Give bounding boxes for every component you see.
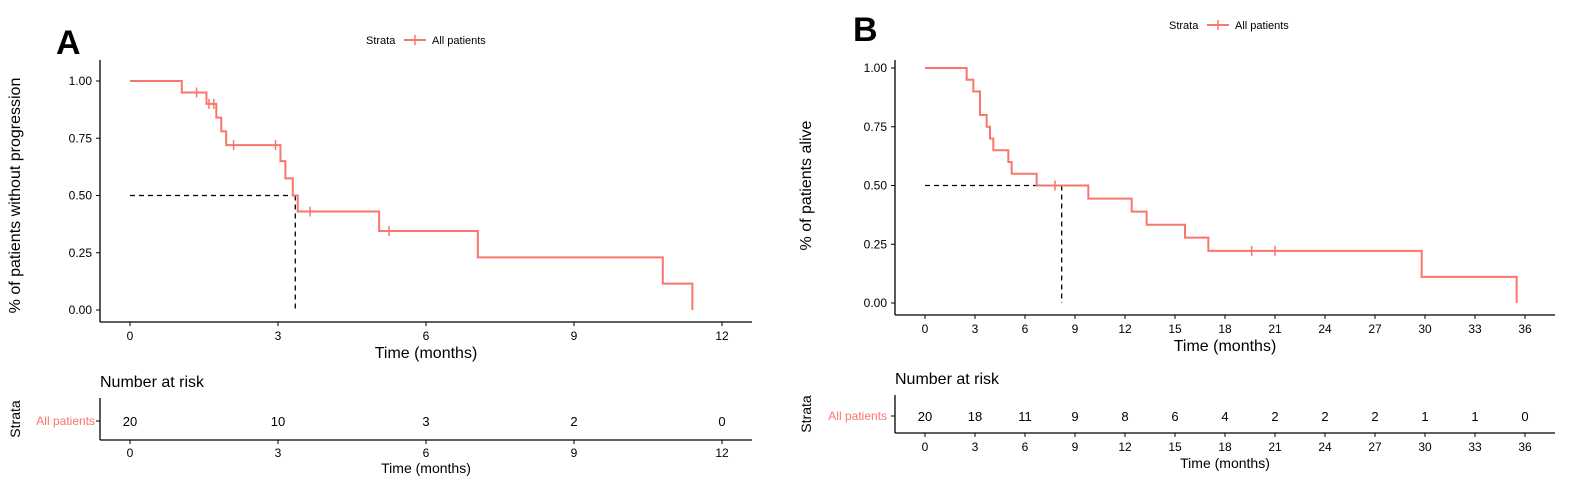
y-axis-title: % of patients alive: [798, 120, 815, 250]
risk-x-tick-label: 24: [1318, 440, 1332, 454]
y-tick-label: 0.50: [69, 189, 93, 203]
risk-x-tick-label: 12: [1118, 440, 1132, 454]
y-tick-label: 0.75: [864, 120, 888, 134]
y-tick-label: 1.00: [69, 74, 93, 88]
y-tick-label: 0.50: [864, 179, 888, 193]
x-tick-label: 27: [1368, 322, 1382, 336]
risk-x-tick-label: 6: [423, 446, 430, 460]
y-axis-title: % of patients without progression: [7, 78, 24, 314]
survival-curve: [925, 67, 1518, 303]
risk-x-tick-label: 27: [1368, 440, 1382, 454]
risk-count: 20: [123, 414, 137, 429]
risk-x-axis-title: Time (months): [381, 460, 471, 476]
risk-x-tick-label: 36: [1518, 440, 1532, 454]
risk-row-label: All patients: [36, 414, 95, 428]
y-tick-label: 0.00: [69, 303, 93, 317]
risk-count: 10: [271, 414, 285, 429]
panel-label: A: [56, 24, 81, 62]
risk-count: 1: [1471, 409, 1478, 424]
risk-x-tick-label: 0: [127, 446, 134, 460]
x-tick-label: 9: [1072, 322, 1079, 336]
x-tick-label: 30: [1418, 322, 1432, 336]
x-tick-label: 0: [127, 329, 134, 343]
risk-x-tick-label: 0: [922, 440, 929, 454]
risk-x-tick-label: 30: [1418, 440, 1432, 454]
x-tick-label: 18: [1218, 322, 1232, 336]
x-axis-title: Time (months): [1174, 338, 1277, 355]
risk-x-tick-label: 9: [571, 446, 578, 460]
risk-x-tick-label: 12: [715, 446, 729, 460]
x-tick-label: 12: [1118, 322, 1132, 336]
risk-x-tick-label: 15: [1168, 440, 1182, 454]
risk-y-axis-title: Strata: [7, 400, 23, 438]
x-tick-label: 21: [1268, 322, 1282, 336]
risk-count: 3: [422, 414, 429, 429]
x-tick-label: 3: [275, 329, 282, 343]
risk-count: 4: [1221, 409, 1228, 424]
x-tick-label: 9: [571, 329, 578, 343]
panel-b: B Strata All patients 0.00 0.25 0.50 0.75 1.00 0…: [798, 11, 1555, 471]
x-axis-title: Time (months): [375, 345, 478, 362]
panel-label: B: [853, 11, 878, 49]
risk-count: 20: [918, 409, 932, 424]
risk-row-label: All patients: [828, 409, 887, 423]
panel-a: A Strata All patients 0.00 0.25 0.50 0.75 1.00 0…: [7, 24, 752, 476]
x-tick-label: 12: [715, 329, 729, 343]
x-tick-label: 3: [972, 322, 979, 336]
x-tick-label: 0: [922, 322, 929, 336]
risk-x-tick-label: 18: [1218, 440, 1232, 454]
y-tick-label: 0.25: [864, 237, 888, 251]
risk-x-tick-label: 21: [1268, 440, 1282, 454]
x-tick-label: 6: [1022, 322, 1029, 336]
x-tick-label: 15: [1168, 322, 1182, 336]
risk-count: 0: [718, 414, 725, 429]
y-tick-label: 1.00: [864, 61, 888, 75]
risk-count: 2: [1321, 409, 1328, 424]
risk-x-tick-label: 9: [1072, 440, 1079, 454]
risk-x-tick-label: 3: [972, 440, 979, 454]
y-tick-label: 0.25: [69, 246, 93, 260]
legend-entry: All patients: [1235, 20, 1289, 32]
y-tick-label: 0.00: [864, 296, 888, 310]
survival-curve: [130, 80, 694, 310]
y-tick-label: 0.75: [69, 131, 93, 145]
risk-count: 6: [1171, 409, 1178, 424]
risk-count: 11: [1018, 409, 1032, 424]
legend-title: Strata: [366, 35, 396, 47]
x-tick-label: 33: [1468, 322, 1482, 336]
risk-count: 0: [1521, 409, 1528, 424]
risk-count: 18: [968, 409, 982, 424]
legend-title: Strata: [1169, 20, 1199, 32]
risk-y-axis-title: Strata: [798, 395, 814, 433]
risk-count: 9: [1071, 409, 1078, 424]
x-tick-label: 24: [1318, 322, 1332, 336]
x-tick-label: 36: [1518, 322, 1532, 336]
x-tick-label: 6: [423, 329, 430, 343]
risk-count: 2: [1371, 409, 1378, 424]
risk-count: 2: [1271, 409, 1278, 424]
risk-table-title: Number at risk: [100, 374, 205, 391]
risk-count: 8: [1121, 409, 1128, 424]
risk-table-title: Number at risk: [895, 371, 1000, 388]
risk-x-tick-label: 3: [275, 446, 282, 460]
risk-x-axis-title: Time (months): [1180, 455, 1270, 471]
risk-count: 2: [570, 414, 577, 429]
risk-count: 1: [1421, 409, 1428, 424]
risk-x-tick-label: 33: [1468, 440, 1482, 454]
legend-entry: All patients: [432, 35, 486, 47]
risk-x-tick-label: 6: [1022, 440, 1029, 454]
